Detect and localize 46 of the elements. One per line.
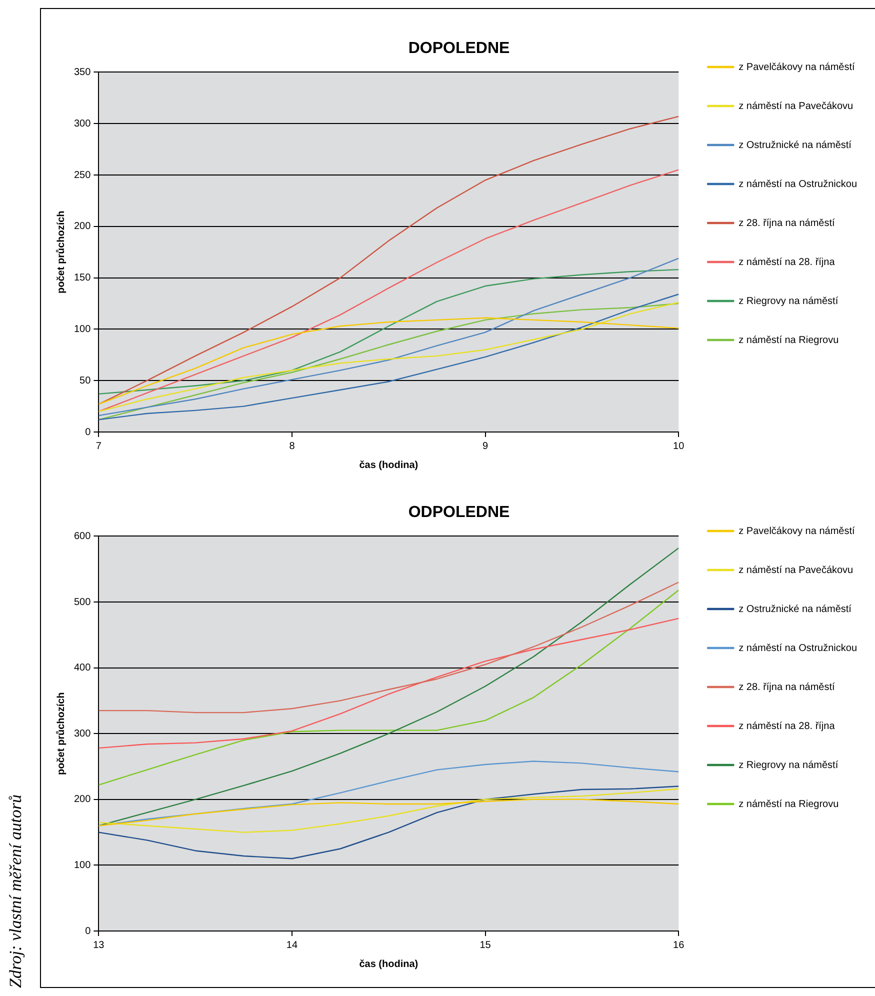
y-tick-label: 500 (74, 596, 92, 608)
legend-label: z Riegrovy na náměstí (738, 296, 838, 307)
x-tick-label: 15 (480, 940, 492, 951)
legend-label: z náměstí na Ostružnickou (738, 642, 858, 654)
legend-label: z Pavelčákovy na náměstí (738, 62, 856, 73)
legend-label: z náměstí na Pavečákovu (738, 100, 854, 112)
y-tick-label: 350 (74, 66, 92, 78)
x-tick-label: 13 (93, 940, 105, 951)
y-tick-label: 200 (74, 221, 92, 232)
legend-label: z náměstí na Pavečákovu (738, 564, 854, 576)
legend-label: z náměstí na 28. října (738, 256, 836, 268)
legend-label: z Ostružnické na náměstí (738, 604, 852, 615)
y-tick-label: 400 (74, 662, 92, 674)
x-axis-title: čas (hodina) (359, 958, 418, 970)
legend-label: z náměstí na Riegrovu (738, 798, 839, 810)
x-axis-title: čas (hodina) (359, 460, 418, 471)
y-tick-label: 250 (74, 170, 92, 181)
y-tick-label: 0 (85, 926, 92, 937)
legend-label: z 28. října na náměstí (738, 682, 835, 693)
x-tick-label: 16 (673, 940, 685, 951)
y-tick-label: 200 (74, 794, 92, 806)
y-tick-label: 300 (74, 728, 92, 740)
chart-title: ODPOLEDNE (408, 504, 510, 522)
legend-label: z Riegrovy na náměstí (738, 760, 838, 771)
y-tick-label: 150 (74, 272, 92, 284)
y-tick-label: 100 (74, 860, 92, 871)
text: Zdroj: vlastní měření autorů (6, 794, 26, 988)
y-tick-label: 600 (74, 530, 92, 542)
legend-label: z náměstí na Ostružnickou (738, 178, 858, 190)
y-tick-label: 0 (85, 426, 92, 438)
y-axis-title: počet průchozích (54, 692, 67, 775)
x-tick-label: 8 (289, 440, 296, 452)
legend-label: z Ostružnické na náměstí (738, 140, 852, 151)
x-tick-label: 7 (96, 440, 102, 452)
legend-label: z 28. října na náměstí (738, 218, 835, 229)
y-tick-label: 100 (74, 324, 92, 335)
y-tick-label: 300 (74, 118, 92, 130)
y-tick-label: 50 (80, 375, 92, 386)
legend-label: z Pavelčákovy na náměstí (738, 526, 856, 537)
x-tick-label: 14 (286, 940, 298, 951)
y-axis-title: počet průchozích (54, 210, 67, 294)
legend-label: z náměstí na Riegrovu (738, 334, 839, 346)
legend-label: z náměstí na 28. října (738, 720, 836, 732)
chart-title: DOPOLEDNE (408, 40, 510, 58)
x-tick-label: 9 (482, 440, 489, 452)
x-tick-label: 10 (673, 440, 685, 452)
